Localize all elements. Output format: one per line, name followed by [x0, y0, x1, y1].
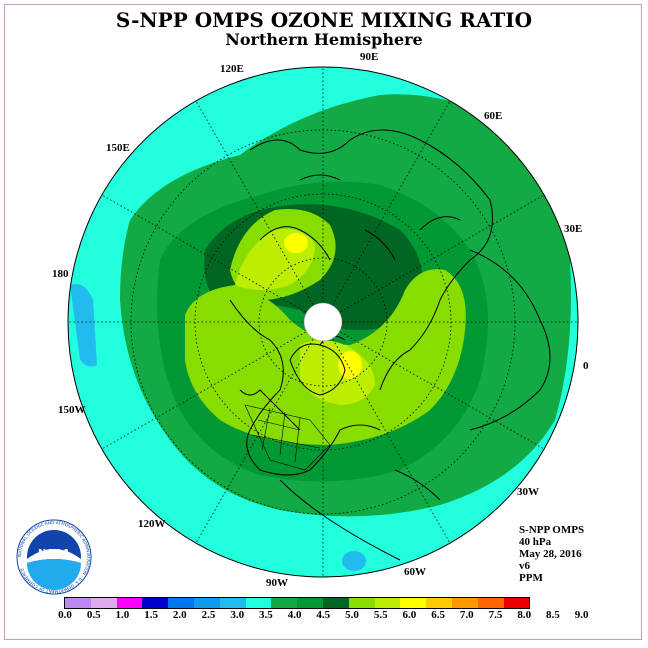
map-boundary [67, 66, 579, 578]
colorbar-tick-label: 5.0 [345, 609, 359, 621]
colorbar-tick-label: 8.0 [517, 609, 532, 621]
colorbar-swatch [426, 598, 452, 608]
lon-label-120w: 120W [138, 518, 166, 530]
colorbar-tick-label: 6.0 [402, 609, 417, 621]
lon-label-30w: 30W [517, 486, 539, 498]
map-subtitle: Northern Hemisphere [225, 30, 423, 49]
colorbar-swatch [245, 598, 272, 608]
colorbar-swatch [116, 598, 143, 608]
lon-label-150w: 150W [58, 404, 86, 416]
ozone-band-6.5-7.0-south [338, 351, 362, 379]
info-units: PPM [519, 572, 543, 584]
coastlines [229, 129, 551, 561]
colorbar-tick-label: 7.0 [459, 609, 474, 621]
lon-label-150e: 150E [106, 142, 130, 154]
colorbar-swatch [142, 598, 169, 608]
colorbar-tick-label: 3.0 [230, 609, 245, 621]
lon-label-60e: 60E [484, 110, 503, 122]
colorbar-swatch [451, 598, 478, 608]
lon-label-90w: 90W [266, 577, 288, 589]
colorbar-ticks: 0.0 0.5 1.0 1.5 2.0 2.5 3.0 3.5 4.0 4.5 5.0 5.5 6.0 6… [52, 609, 592, 623]
lon-label-90e: 90E [360, 51, 379, 63]
colorbar-tick-label: 4.5 [316, 609, 331, 621]
lon-label-120e: 120E [220, 63, 244, 75]
colorbar-tick-label: 9.0 [574, 609, 589, 621]
colorbar-tick-label: 3.5 [259, 609, 273, 621]
colorbar-tick-label: 8.5 [546, 609, 560, 621]
colorbar-swatch [65, 598, 91, 608]
colorbar-tick-label: 4.0 [287, 609, 302, 621]
colorbar-tick-label: 5.5 [373, 609, 388, 621]
colorbar-tick-label: 2.0 [172, 609, 187, 621]
ozone-patch-blue-south [342, 551, 366, 571]
colorbar-tick-label: 6.5 [431, 609, 445, 621]
map-title: S-NPP OMPS OZONE MIXING RATIO [115, 8, 533, 32]
colorbar-tick-label: 1.0 [115, 609, 130, 621]
lon-label-0: 0 [583, 360, 589, 372]
lon-label-60w: 60W [404, 566, 426, 578]
pole-no-data [303, 302, 343, 342]
lon-label-30e: 30E [564, 223, 583, 235]
colorbar-swatch [477, 598, 504, 608]
colorbar-tick-label: 2.5 [201, 609, 216, 621]
lon-label-180: 180 [52, 268, 69, 280]
ozone-band-6.5-7.0-north [284, 233, 308, 253]
info-date: May 28, 2016 [519, 548, 582, 560]
logo-noaa-text: NOAA [38, 548, 70, 559]
colorbar-swatch [348, 598, 375, 608]
info-level: 40 hPa [519, 536, 552, 548]
colorbar-tick-label: 1.5 [144, 609, 158, 621]
noaa-logo: NATIONAL OCEANIC AND ATMOSPHERIC ADMINIS… [16, 519, 92, 595]
figure-frame [4, 4, 642, 640]
colorbar-swatch [219, 598, 246, 608]
colorbar-tick-label: 0.5 [86, 609, 101, 621]
colorbar-tick-label: 7.5 [488, 609, 503, 621]
colorbar-swatch [400, 598, 427, 608]
colorbar-swatch [503, 598, 530, 608]
ozone-patch-blue-west [70, 284, 97, 367]
colorbar-swatch [374, 598, 401, 608]
product-info: S-NPP OMPS 40 hPa May 28, 2016 v6 PPM [519, 524, 584, 584]
colorbar [64, 597, 531, 609]
colorbar-swatch [193, 598, 220, 608]
colorbar-swatch [90, 598, 117, 608]
colorbar-swatch [271, 598, 298, 608]
state-borders [244, 404, 331, 471]
graticule [68, 67, 578, 577]
info-version: v6 [519, 560, 530, 572]
colorbar-swatch [297, 598, 323, 608]
info-instrument: S-NPP OMPS [519, 524, 585, 536]
colorbar-tick-label: 0.0 [58, 609, 72, 621]
colorbar-swatch [322, 598, 349, 608]
colorbar-swatch [168, 598, 194, 608]
